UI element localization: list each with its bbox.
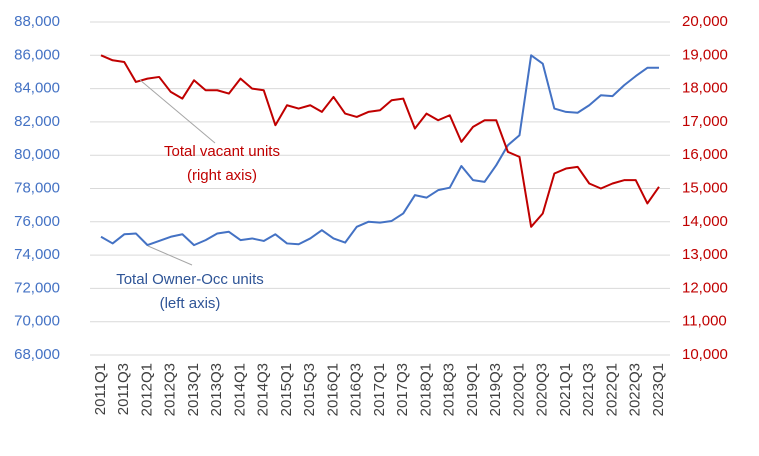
x-tick-label: 2021Q1 — [557, 363, 574, 416]
leader-line — [147, 245, 193, 266]
y2-tick-label: 20,000 — [682, 13, 728, 30]
x-tick-label: 2012Q3 — [162, 363, 179, 416]
x-tick-label: 2022Q1 — [603, 363, 620, 416]
y-tick-label: 78,000 — [14, 179, 60, 196]
y-tick-label: 84,000 — [14, 80, 60, 97]
x-tick-label: 2014Q3 — [255, 363, 272, 416]
series-line — [100, 54, 660, 228]
y2-tick-label: 17,000 — [682, 113, 728, 130]
x-tick-label: 2021Q3 — [580, 363, 597, 416]
x-tick-label: 2012Q1 — [138, 363, 155, 416]
x-tick-label: 2022Q3 — [627, 363, 644, 416]
series-line — [100, 54, 659, 247]
x-tick-label: 2013Q3 — [208, 363, 225, 416]
y-tick-label: 86,000 — [14, 46, 60, 63]
annotation: (left axis) — [160, 295, 221, 312]
y-tick-label: 68,000 — [14, 346, 60, 363]
x-tick-label: 2018Q1 — [417, 363, 434, 416]
annotation: Total Owner-Occ units — [116, 271, 264, 288]
y2-tick-label: 10,000 — [682, 346, 728, 363]
y-tick-label: 76,000 — [14, 213, 60, 230]
y-tick-label: 88,000 — [14, 13, 60, 30]
x-tick-label: 2011Q3 — [115, 363, 132, 415]
y-tick-label: 74,000 — [14, 246, 60, 263]
y2-tick-label: 18,000 — [682, 80, 728, 97]
x-tick-label: 2013Q1 — [185, 363, 202, 416]
y2-tick-label: 11,000 — [682, 313, 727, 330]
y2-tick-label: 12,000 — [682, 279, 728, 296]
x-tick-label: 2016Q1 — [324, 363, 341, 416]
x-tick-label: 2015Q1 — [278, 363, 295, 416]
y2-tick-label: 14,000 — [682, 213, 728, 230]
x-tick-label: 2020Q1 — [510, 363, 527, 416]
x-tick-label: 2023Q1 — [650, 363, 667, 416]
x-tick-label: 2014Q1 — [231, 363, 248, 416]
leader-line — [139, 79, 216, 144]
y-tick-label: 70,000 — [14, 313, 60, 330]
y-tick-label: 72,000 — [14, 279, 60, 296]
x-tick-label: 2015Q3 — [301, 363, 318, 416]
y2-tick-label: 19,000 — [682, 46, 728, 63]
y2-tick-label: 16,000 — [682, 146, 728, 163]
x-tick-label: 2016Q3 — [348, 363, 365, 416]
x-tick-label: 2020Q3 — [534, 363, 551, 416]
x-tick-label: 2017Q1 — [371, 363, 388, 416]
y2-tick-label: 13,000 — [682, 246, 728, 263]
y-tick-label: 82,000 — [14, 113, 60, 130]
x-tick-label: 2011Q1 — [92, 363, 109, 415]
x-tick-label: 2019Q3 — [487, 363, 504, 416]
y2-tick-label: 15,000 — [682, 179, 728, 196]
x-tick-label: 2019Q1 — [464, 363, 481, 416]
y-tick-label: 80,000 — [14, 146, 60, 163]
x-tick-label: 2017Q3 — [394, 363, 411, 416]
x-tick-label: 2018Q3 — [441, 363, 458, 416]
annotation: Total vacant units — [164, 143, 280, 160]
annotation: (right axis) — [187, 167, 257, 184]
